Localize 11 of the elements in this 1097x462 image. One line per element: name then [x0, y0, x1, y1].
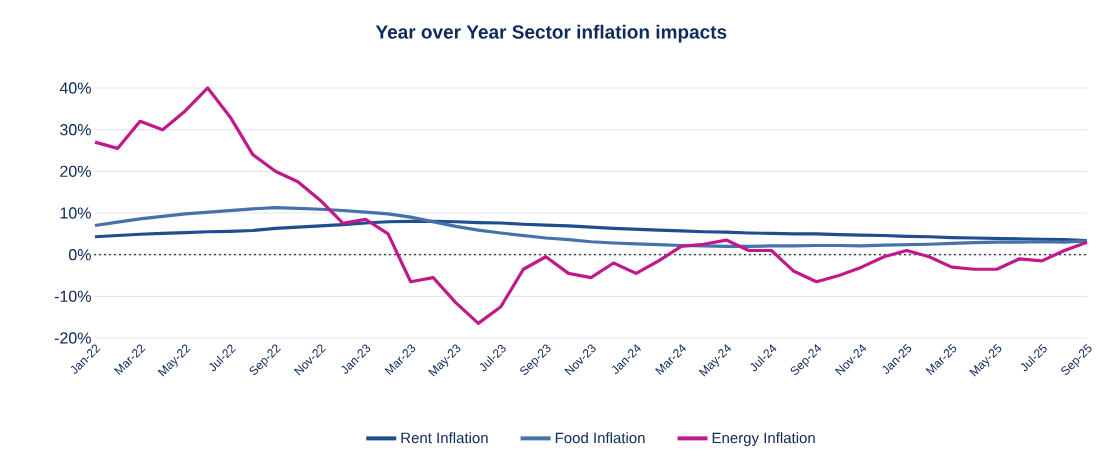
y-tick-label: 0% [68, 249, 91, 261]
y-tick-label: 20% [60, 165, 91, 177]
chart-title: Year over Year Sector inflation impacts [375, 24, 727, 43]
y-tick-label: 30% [60, 124, 91, 136]
y-tick-label: -20% [54, 332, 91, 344]
y-tick-label: 40% [59, 82, 91, 94]
y-tick-label: 10% [60, 207, 91, 219]
legend-label: Food Inflation [555, 432, 645, 444]
legend-label: Rent Inflation [401, 432, 488, 444]
y-tick-label: -10% [54, 290, 91, 302]
legend-label: Energy Inflation [712, 432, 815, 447]
